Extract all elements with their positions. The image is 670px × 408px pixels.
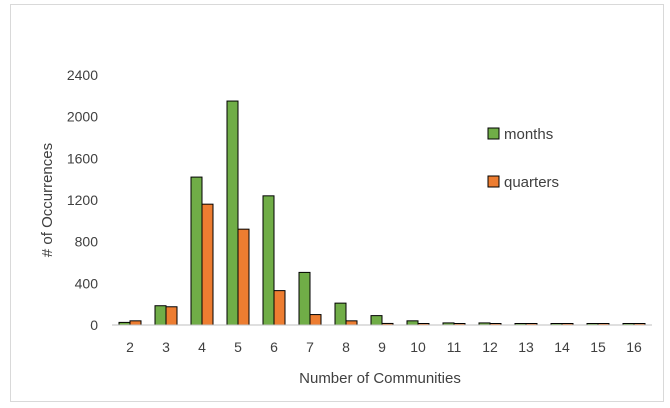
x-tick-label: 14 [554,339,570,355]
x-tick-label: 9 [378,339,386,355]
y-tick-label: 400 [75,275,99,291]
bar-months [226,100,239,326]
x-tick-label: 8 [342,339,350,355]
x-tick-label: 15 [590,339,606,355]
legend-swatch-quarters [487,175,500,188]
x-tick-label: 11 [447,339,462,355]
bar-quarters [201,203,214,326]
y-axis-title: # of Occurrences [39,143,56,257]
y-tick-label: 1600 [67,150,98,166]
x-tick-label: 3 [162,339,170,355]
y-tick-label: 800 [75,234,99,250]
x-axis-title: Number of Communities [299,370,461,387]
y-tick-label: 0 [90,317,98,333]
bar-months [370,315,383,326]
x-tick-label: 10 [410,339,426,355]
bar-months [334,302,347,326]
bar-quarters [237,228,250,326]
x-tick-label: 7 [306,339,314,355]
bar-quarters [309,314,322,326]
bar-quarters [345,320,358,326]
bar-quarters [273,290,286,326]
bar-months [154,305,167,326]
chart-frame [10,4,664,402]
x-tick-label: 4 [198,339,206,355]
y-tick-label: 2400 [67,67,98,83]
bar-months [190,176,203,326]
y-tick-labels: 0 400 800 1200 1600 2000 2400 [67,67,98,333]
x-tick-label: 2 [126,339,134,355]
y-tick-label: 1200 [67,192,98,208]
x-tick-label: 16 [626,339,642,355]
bars [118,100,646,326]
y-tick-label: 2000 [67,109,98,125]
x-tick-label: 13 [518,339,534,355]
x-tick-label: 6 [270,339,278,355]
legend-label-quarters: quarters [504,174,559,191]
bar-months [262,195,275,326]
legend-label-months: months [504,126,553,143]
bar-quarters [129,320,142,326]
bar-quarters [165,306,178,326]
legend-swatch-months [487,127,500,140]
bar-months [298,271,311,326]
x-tick-label: 5 [234,339,242,355]
legend: months quarters [487,126,559,191]
bar-months [406,320,419,326]
x-tick-labels: 2 3 4 5 6 7 8 9 10 11 12 13 14 15 16 [126,339,642,355]
x-tick-label: 12 [482,339,498,355]
